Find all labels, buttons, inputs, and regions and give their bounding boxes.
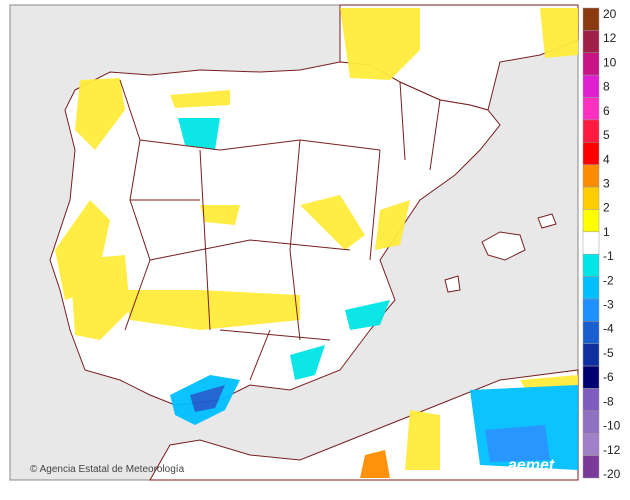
- colorbar-label: 2: [603, 201, 610, 215]
- colorbar-cell: [582, 30, 600, 54]
- colorbar-label: -5: [603, 346, 614, 360]
- patch: [345, 300, 390, 330]
- menorca: [537, 213, 557, 229]
- colorbar-label: 10: [603, 55, 617, 69]
- colorbar-label: -3: [603, 298, 614, 312]
- colorbar-cell: [582, 209, 600, 233]
- patch: [540, 8, 578, 58]
- colorbar-label: -1: [603, 249, 614, 263]
- colorbar-label: -2: [603, 273, 614, 287]
- patch: [340, 8, 420, 80]
- colorbar-cell: [582, 7, 600, 31]
- patch: [405, 410, 440, 470]
- colorbar-label: -6: [603, 370, 614, 384]
- patch: [300, 195, 365, 250]
- patch: [75, 78, 125, 150]
- colorbar-label: 8: [603, 80, 610, 94]
- patch: [170, 90, 230, 108]
- colorbar-label: 20: [603, 7, 617, 21]
- mallorca: [481, 231, 526, 261]
- patch: [375, 200, 410, 250]
- colorbar-cell: [582, 321, 600, 344]
- colorbar-cell: [582, 276, 600, 300]
- colorbar-cell: [582, 365, 600, 389]
- colorbar-cell: [582, 432, 600, 456]
- colorbar-cell: [582, 97, 600, 121]
- colorbar-cell: [582, 410, 600, 434]
- colorbar-label: -8: [603, 394, 614, 408]
- colorbar-label: -4: [603, 322, 614, 336]
- colorbar-label: 6: [603, 104, 610, 118]
- anomaly-patches: [55, 8, 578, 478]
- colorbar-label: 4: [603, 152, 610, 166]
- colorbar-label: 3: [603, 176, 610, 190]
- colorbar-label: 5: [603, 128, 610, 142]
- colorbar-cell: [582, 142, 600, 165]
- patch: [190, 385, 225, 412]
- colorbar-label: 12: [603, 31, 617, 45]
- colorbar-label: -20: [603, 467, 621, 481]
- colorbar-cell: [582, 74, 600, 98]
- colorbar-cell: [582, 164, 600, 188]
- colorbar-label: 1: [603, 225, 610, 239]
- patch: [200, 205, 240, 225]
- patch: [178, 118, 220, 150]
- copyright-sign: ©: [30, 464, 40, 475]
- colorbar-cell: [582, 298, 600, 322]
- patch: [70, 255, 130, 340]
- colorbar-cell: [582, 343, 600, 367]
- patch: [485, 425, 550, 462]
- colorbar-cell: [582, 455, 600, 479]
- logo: aemet: [508, 457, 555, 474]
- colorbar-cell: [582, 119, 600, 143]
- colorbar-cell: [582, 253, 600, 277]
- ibiza: [444, 275, 461, 293]
- colorbar-label: -10: [603, 419, 621, 433]
- colorbar-cell: [582, 388, 600, 412]
- credit-text: Agencia Estatal de Meteorología: [40, 464, 185, 475]
- patch: [125, 290, 300, 330]
- patch: [290, 345, 325, 380]
- credit: © Agencia Estatal de Meteorología: [30, 464, 185, 475]
- patch: [360, 450, 390, 478]
- colorbar-cell: [582, 52, 600, 76]
- colorbar-label: -12: [603, 443, 621, 457]
- map: © Agencia Estatal de Meteorología aemet: [9, 4, 579, 481]
- colorbar-cell: [582, 186, 600, 210]
- province-borders: [119, 79, 441, 381]
- colorbar: 20 12 10 8 6 5 4 3 2 1 -1 -2 -3 -4 -5 -6 -8 -10 -12 -20: [582, 7, 621, 481]
- colorbar-cell: [582, 231, 600, 255]
